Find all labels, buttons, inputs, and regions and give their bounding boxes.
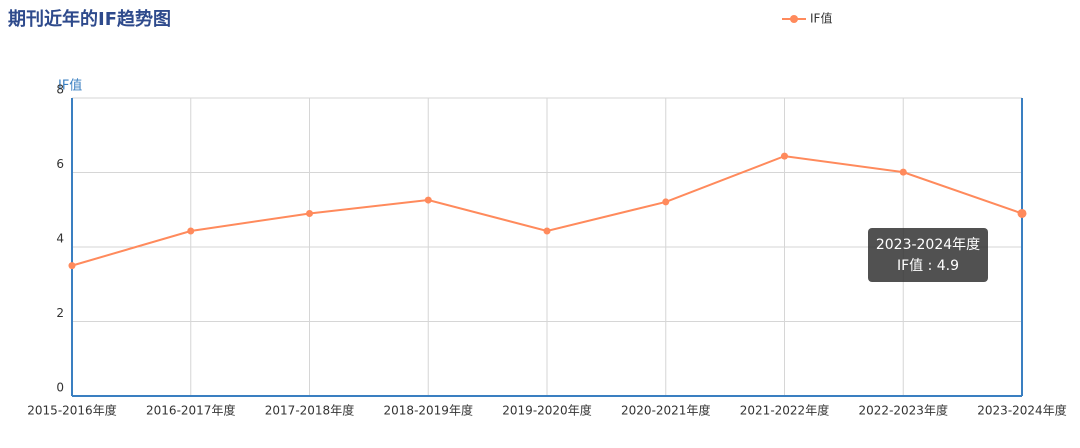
data-point bbox=[781, 152, 788, 160]
x-tick-label: 2020-2021年度 bbox=[621, 403, 710, 418]
x-tick-label: 2022-2023年度 bbox=[859, 403, 948, 418]
legend-marker bbox=[790, 15, 798, 23]
x-tick-label: 2016-2017年度 bbox=[146, 403, 235, 418]
y-tick-label: 8 bbox=[56, 83, 64, 97]
y-tick-label: 6 bbox=[56, 157, 64, 171]
data-point bbox=[187, 227, 195, 235]
tooltip-title: 2023-2024年度 bbox=[876, 237, 980, 253]
x-tick-label: 2021-2022年度 bbox=[740, 403, 829, 418]
x-tick-label: 2015-2016年度 bbox=[27, 403, 116, 418]
data-point bbox=[543, 227, 551, 235]
x-tick-label: 2023-2024年度 bbox=[977, 403, 1066, 418]
y-tick-label: 0 bbox=[56, 381, 64, 395]
legend-label: IF值 bbox=[810, 11, 832, 26]
y-tick-label: 2 bbox=[56, 306, 64, 320]
y-axis-label: IF值 bbox=[58, 78, 82, 94]
y-tick-label: 4 bbox=[56, 232, 64, 246]
tooltip: 2023-2024年度 IF值 : 4.9 bbox=[868, 228, 988, 282]
tooltip-box bbox=[868, 228, 988, 282]
data-point bbox=[68, 262, 76, 270]
x-tick-label: 2018-2019年度 bbox=[384, 403, 473, 418]
x-tick-label: 2019-2020年度 bbox=[502, 403, 591, 418]
data-point bbox=[662, 198, 670, 206]
tooltip-text: IF值 : 4.9 bbox=[897, 258, 959, 274]
chart-title: 期刊近年的IF趋势图 bbox=[8, 8, 171, 30]
data-point bbox=[899, 168, 907, 176]
data-point bbox=[424, 196, 432, 204]
x-tick-label: 2017-2018年度 bbox=[265, 403, 354, 418]
data-point bbox=[306, 209, 313, 217]
data-point bbox=[1017, 208, 1027, 218]
